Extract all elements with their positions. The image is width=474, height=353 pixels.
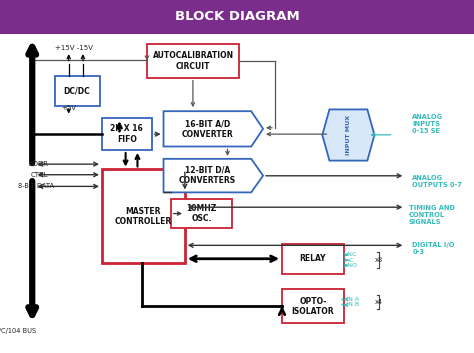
Bar (102, 118, 152, 150)
Text: RELAY: RELAY (300, 254, 326, 263)
Bar (282, 244, 344, 274)
Text: 8-BIT DATA: 8-BIT DATA (18, 184, 54, 189)
Text: →C: →C (345, 258, 355, 263)
Bar (147, 44, 239, 78)
Text: x4: x4 (375, 299, 383, 305)
Polygon shape (164, 159, 263, 192)
Text: MASTER
CONTROLLER: MASTER CONTROLLER (115, 207, 172, 226)
Text: →NO: →NO (342, 263, 357, 268)
Text: INPUT MUX: INPUT MUX (346, 115, 351, 155)
Text: ADDR: ADDR (29, 161, 49, 167)
Text: CTRL: CTRL (30, 172, 48, 178)
Text: TIMING AND
CONTROL
SIGNALS: TIMING AND CONTROL SIGNALS (409, 205, 455, 225)
Text: ←IN A: ←IN A (341, 297, 359, 302)
Text: ANALOG
INPUTS
0-15 SE: ANALOG INPUTS 0-15 SE (412, 114, 444, 134)
Text: AUTOCALIBRATION
CIRCUIT: AUTOCALIBRATION CIRCUIT (153, 51, 234, 71)
Text: x8: x8 (375, 257, 383, 263)
Text: +15V -15V: +15V -15V (55, 45, 92, 50)
Text: ←IN B: ←IN B (341, 303, 359, 307)
Text: →NC: →NC (343, 252, 357, 257)
Text: 10MHZ
OSC.: 10MHZ OSC. (186, 204, 217, 223)
Text: 12-BIT D/A
CONVERTERS: 12-BIT D/A CONVERTERS (179, 166, 236, 185)
Text: 16-BIT A/D
CONVERTER: 16-BIT A/D CONVERTER (182, 119, 233, 138)
Bar (55, 76, 100, 106)
Text: OPTO-
ISOLATOR: OPTO- ISOLATOR (292, 297, 334, 316)
Bar (0, 0, 474, 34)
Text: BLOCK DIAGRAM: BLOCK DIAGRAM (174, 10, 300, 23)
Polygon shape (322, 109, 374, 161)
Bar (282, 289, 344, 323)
Bar (102, 169, 185, 263)
Bar (171, 199, 232, 228)
Text: +5V: +5V (61, 106, 76, 111)
Text: PC/104 BUS: PC/104 BUS (0, 328, 36, 334)
Text: 2K X 16
FIFO: 2K X 16 FIFO (110, 125, 143, 144)
Text: ANALOG
OUTPUTS 0-7: ANALOG OUTPUTS 0-7 (412, 175, 462, 187)
Polygon shape (164, 111, 263, 146)
Text: DIGITAL I/O
0-3: DIGITAL I/O 0-3 (412, 243, 455, 255)
Text: DC/DC: DC/DC (64, 86, 91, 95)
